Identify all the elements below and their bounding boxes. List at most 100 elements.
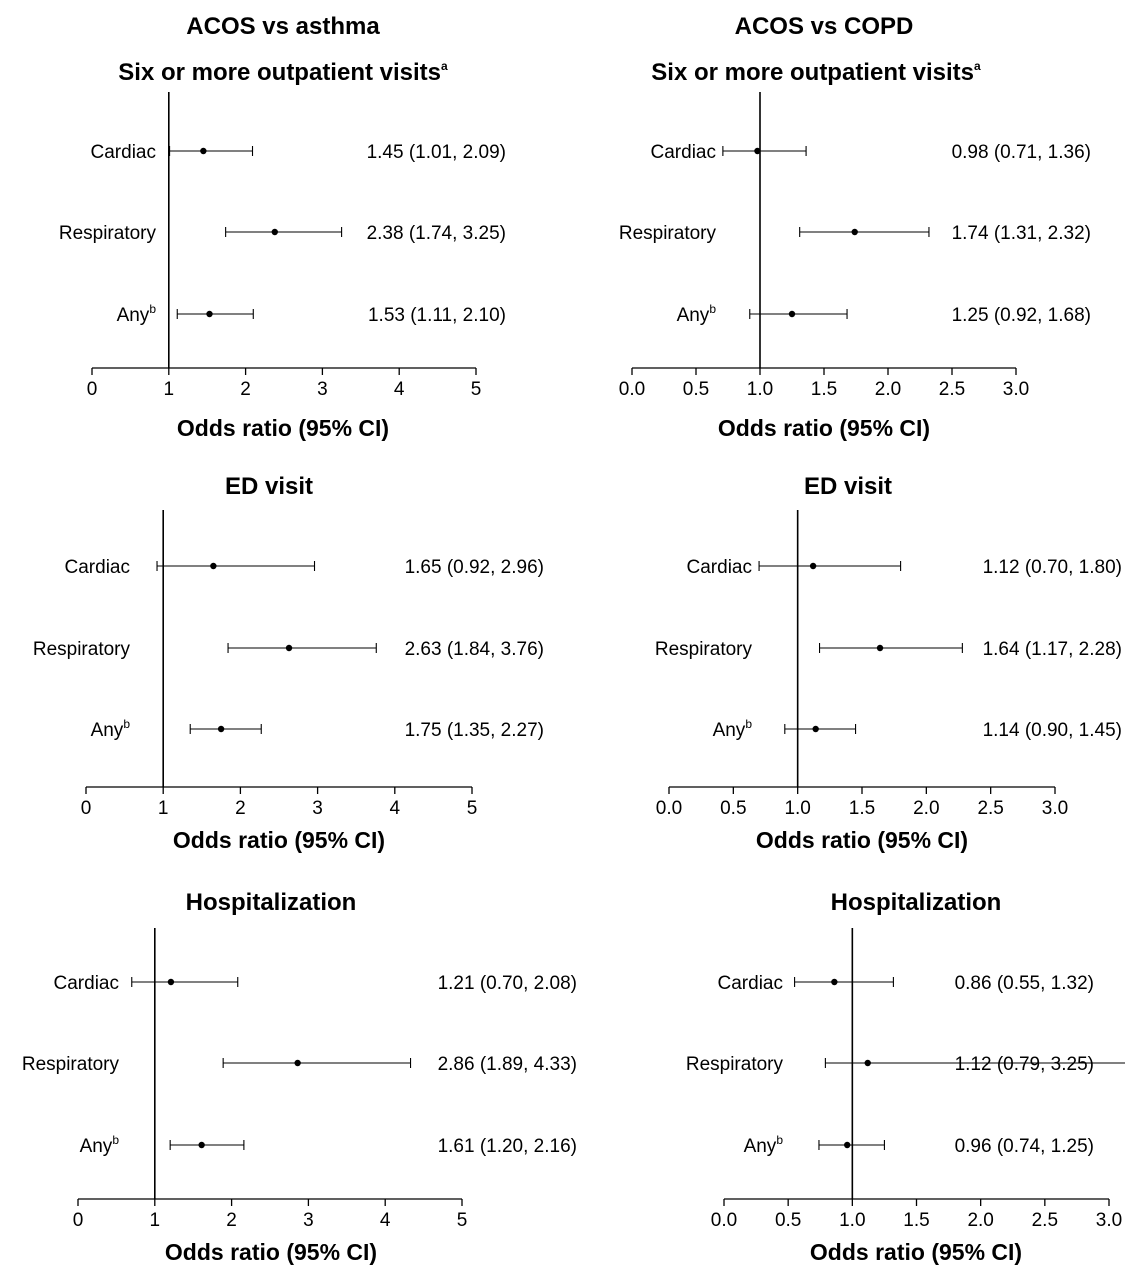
row-label: Respiratory <box>59 223 157 244</box>
x-axis-title: Odds ratio (95% CI) <box>173 827 385 853</box>
x-tick-label: 2 <box>235 798 246 819</box>
x-tick-label: 2.5 <box>977 798 1003 819</box>
row-label: Anyb <box>117 302 157 326</box>
x-tick-label: 1.5 <box>811 379 837 400</box>
odds-ratio-point <box>831 978 838 986</box>
row-label-footnote: b <box>149 302 156 316</box>
x-tick-label: 0.0 <box>656 798 682 819</box>
x-tick-label: 2.0 <box>967 1210 993 1231</box>
x-tick-label: 1 <box>150 1210 161 1231</box>
x-tick-label: 0.5 <box>683 379 709 400</box>
x-tick-label: 1.5 <box>849 798 875 819</box>
odds-ratio-label: 0.96 (0.74, 1.25) <box>955 1136 1094 1157</box>
x-tick-label: 5 <box>471 379 482 400</box>
row-label-footnote: b <box>776 1133 783 1147</box>
x-tick-label: 1.0 <box>747 379 773 400</box>
row-label: Respiratory <box>619 223 717 244</box>
x-axis-title: Odds ratio (95% CI) <box>810 1239 1022 1265</box>
panel-title: ED visit <box>225 473 313 500</box>
odds-ratio-point <box>844 1141 851 1149</box>
row-label: Cardiac <box>54 973 119 994</box>
odds-ratio-point <box>876 644 884 652</box>
x-tick-label: 1 <box>164 379 175 400</box>
forest-panel-4: ED visit 0.0 0.5 1.0 1.5 2.0 2.5 3.0 Odds ratio … <box>655 473 1122 853</box>
x-tick-label: 0.5 <box>775 1210 801 1231</box>
x-tick-label: 4 <box>394 379 405 400</box>
row-label: Anyb <box>713 717 753 741</box>
x-tick-label: 4 <box>380 1210 391 1231</box>
panel-title: Six or more outpatient visitsa <box>118 59 448 86</box>
forest-panel-6: Hospitalization 0.0 0.5 1.0 1.5 2.0 2.5 3.0 Odds… <box>686 889 1125 1265</box>
row-label: Cardiac <box>91 142 156 163</box>
odds-ratio-point <box>271 228 278 236</box>
odds-ratio-label: 2.63 (1.84, 3.76) <box>405 639 544 660</box>
odds-ratio-label: 1.25 (0.92, 1.68) <box>952 305 1091 326</box>
x-tick-label: 2 <box>240 379 251 400</box>
forest-panel-3: ED visit 0 1 2 3 4 5 Odds ratio (95% CI) Cardiac… <box>33 473 544 853</box>
odds-ratio-label: 1.61 (1.20, 2.16) <box>438 1136 577 1157</box>
forest-panel-2: Six or more outpatient visitsa 0.0 0.5 1.0 1… <box>619 59 1091 441</box>
x-tick-label: 3.0 <box>1096 1210 1122 1231</box>
row-label: Cardiac <box>65 557 130 578</box>
x-axis-title: Odds ratio (95% CI) <box>718 415 930 441</box>
row-label: Anyb <box>677 302 717 326</box>
odds-ratio-label: 0.98 (0.71, 1.36) <box>952 142 1091 163</box>
column-title-copd: ACOS vs COPD <box>735 13 914 40</box>
x-tick-label: 1.0 <box>784 798 810 819</box>
row-label: Cardiac <box>651 142 716 163</box>
odds-ratio-label: 1.75 (1.35, 2.27) <box>405 720 544 741</box>
x-tick-label: 5 <box>467 798 478 819</box>
row-label: Anyb <box>744 1133 784 1157</box>
panel-title: Six or more outpatient visitsa <box>651 59 981 86</box>
x-tick-label: 2.5 <box>1032 1210 1058 1231</box>
row-label: Cardiac <box>718 973 783 994</box>
odds-ratio-point <box>294 1059 301 1067</box>
odds-ratio-label: 1.64 (1.17, 2.28) <box>983 639 1122 660</box>
panel-title-footnote: a <box>974 59 981 73</box>
x-tick-label: 0.5 <box>720 798 746 819</box>
row-label: Respiratory <box>22 1054 120 1075</box>
odds-ratio-point <box>788 310 796 318</box>
x-tick-label: 2.0 <box>875 379 901 400</box>
odds-ratio-label: 2.86 (1.89, 4.33) <box>438 1054 577 1075</box>
x-axis-title: Odds ratio (95% CI) <box>756 827 968 853</box>
x-tick-label: 3.0 <box>1042 798 1068 819</box>
row-label-footnote: b <box>112 1133 119 1147</box>
x-tick-label: 1.0 <box>839 1210 865 1231</box>
odds-ratio-label: 1.65 (0.92, 2.96) <box>405 557 544 578</box>
row-label: Cardiac <box>687 557 752 578</box>
x-tick-label: 3.0 <box>1003 379 1029 400</box>
odds-ratio-point <box>217 725 225 733</box>
odds-ratio-point <box>198 1141 205 1149</box>
x-tick-label: 0.0 <box>619 379 645 400</box>
x-tick-label: 0 <box>81 798 92 819</box>
forest-panel-1: Six or more outpatient visitsa 0 1 2 3 4 5 Odds… <box>59 59 506 441</box>
x-tick-label: 4 <box>390 798 401 819</box>
row-label-footnote: b <box>745 717 752 731</box>
x-tick-label: 0 <box>87 379 98 400</box>
row-label: Respiratory <box>686 1054 784 1075</box>
odds-ratio-label: 1.12 (0.79, 3.25) <box>955 1054 1094 1075</box>
x-tick-label: 1.5 <box>903 1210 929 1231</box>
x-tick-label: 0 <box>73 1210 84 1231</box>
odds-ratio-point <box>200 147 207 155</box>
panel-title: Hospitalization <box>186 889 357 916</box>
forest-panel-5: Hospitalization 0 1 2 3 4 5 Odds ratio (95% CI)… <box>22 889 577 1265</box>
panels-group: Six or more outpatient visitsa 0 1 2 3 4 5 Odds… <box>22 59 1125 1265</box>
x-tick-label: 5 <box>457 1210 468 1231</box>
odds-ratio-point <box>812 725 819 733</box>
odds-ratio-label: 1.21 (0.70, 2.08) <box>438 973 577 994</box>
odds-ratio-point <box>809 562 817 570</box>
panel-title: Hospitalization <box>831 889 1002 916</box>
odds-ratio-label: 2.38 (1.74, 3.25) <box>367 223 506 244</box>
odds-ratio-point <box>754 147 761 155</box>
row-label: Anyb <box>91 717 131 741</box>
odds-ratio-label: 1.53 (1.11, 2.10) <box>368 305 506 326</box>
odds-ratio-point <box>206 310 213 318</box>
row-label: Respiratory <box>33 639 131 660</box>
x-tick-label: 1 <box>158 798 169 819</box>
x-tick-label: 3 <box>303 1210 314 1231</box>
x-tick-label: 0.0 <box>711 1210 737 1231</box>
row-label-footnote: b <box>709 302 716 316</box>
x-axis-title: Odds ratio (95% CI) <box>177 415 389 441</box>
